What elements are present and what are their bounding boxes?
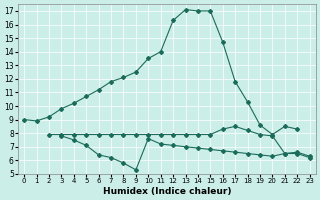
X-axis label: Humidex (Indice chaleur): Humidex (Indice chaleur) — [103, 187, 231, 196]
